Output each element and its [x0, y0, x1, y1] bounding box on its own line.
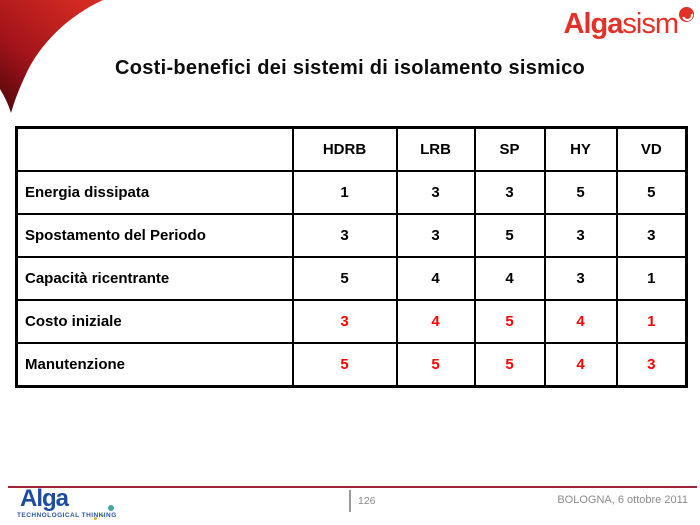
row-label: Energia dissipata	[15, 170, 294, 215]
value-cell: 4	[395, 299, 476, 344]
value-cell: 5	[473, 213, 546, 258]
algasism-logo-bold-text: Alga	[563, 8, 624, 40]
table-row: Capacità ricentrante 5 4 4 3 1	[15, 256, 688, 301]
value-cell: 5	[395, 342, 476, 388]
value-cell: 3	[473, 170, 546, 215]
algasism-logo: Algasism	[563, 7, 694, 40]
alga-brand-text: Alga	[20, 485, 69, 512]
column-header-hdrb: HDRB	[291, 126, 398, 172]
alga-footer-logo: Alga	[20, 487, 150, 523]
slide-title: Costi-benefici dei sistemi di isolamento…	[114, 57, 586, 79]
value-cell: 5	[543, 170, 618, 215]
value-cell: 3	[395, 213, 476, 258]
column-header-sp: SP	[473, 126, 546, 172]
value-cell: 5	[473, 299, 546, 344]
alga-olive-dot-icon	[101, 514, 104, 517]
row-label: Spostamento del Periodo	[15, 213, 294, 258]
table-row: Spostamento del Periodo 3 3 5 3 3	[15, 213, 688, 258]
value-cell: 1	[291, 170, 398, 215]
row-label: Costo iniziale	[15, 299, 294, 344]
venue-date: BOLOGNA, 6 ottobre 2011	[557, 494, 688, 506]
value-cell: 5	[291, 342, 398, 388]
value-cell: 3	[395, 170, 476, 215]
table-row: Costo iniziale 3 4 5 4 1	[15, 299, 688, 344]
column-header-lrb: LRB	[395, 126, 476, 172]
value-cell: 4	[473, 256, 546, 301]
value-cell: 3	[543, 256, 618, 301]
algasism-badge-icon	[679, 7, 694, 22]
value-cell: 1	[615, 256, 688, 301]
value-cell: 5	[473, 342, 546, 388]
row-label-header	[15, 126, 294, 172]
value-cell: 4	[543, 299, 618, 344]
value-cell: 1	[615, 299, 688, 344]
row-label: Manutenzione	[15, 342, 294, 388]
table-row: Manutenzione 5 5 5 4 3	[15, 342, 688, 388]
value-cell: 4	[543, 342, 618, 388]
cost-benefit-table: HDRB LRB SP HY VD Energia dissipata 1 3 3 5 5 Spos…	[15, 126, 688, 388]
table-row: Energia dissipata 1 3 3 5 5	[15, 170, 688, 215]
value-cell: 3	[615, 342, 688, 388]
alga-teal-dot-icon	[108, 505, 114, 511]
value-cell: 3	[543, 213, 618, 258]
footer-divider-line	[8, 486, 697, 488]
value-cell: 3	[615, 213, 688, 258]
value-cell: 3	[291, 299, 398, 344]
table-header-row: HDRB LRB SP HY VD	[15, 126, 688, 172]
page-number: 126	[358, 495, 376, 507]
page-number-divider	[349, 490, 351, 512]
value-cell: 5	[291, 256, 398, 301]
row-label: Capacità ricentrante	[15, 256, 294, 301]
alga-gold-dot-icon	[94, 517, 97, 520]
column-header-hy: HY	[543, 126, 618, 172]
alga-tagline: TECHNOLOGICAL THINKING	[17, 512, 117, 519]
value-cell: 3	[291, 213, 398, 258]
value-cell: 4	[395, 256, 476, 301]
column-header-vd: VD	[615, 126, 688, 172]
value-cell: 5	[615, 170, 688, 215]
algasism-logo-light-text: sism	[622, 8, 679, 40]
